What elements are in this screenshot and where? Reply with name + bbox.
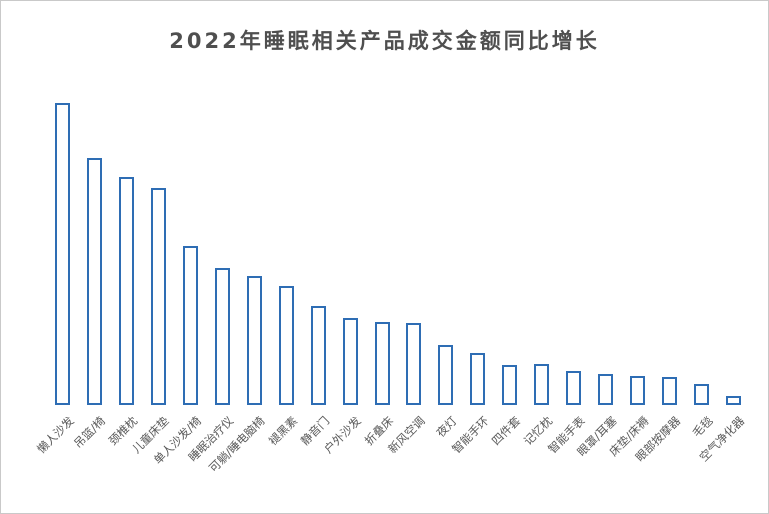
x-axis-label: 四件套: [489, 413, 524, 449]
bar: [566, 371, 582, 405]
bar: [502, 365, 518, 405]
x-axis-label: 懒人沙发: [33, 413, 77, 457]
bar: [246, 276, 262, 405]
bar: [310, 306, 326, 405]
bar: [118, 177, 134, 405]
bar: [278, 286, 294, 405]
bar: [406, 323, 422, 405]
bar: [725, 396, 741, 405]
bar: [55, 103, 70, 405]
bar: [662, 377, 677, 405]
bar: [182, 246, 198, 405]
bar: [214, 268, 230, 405]
chart-title: 2022年睡眠相关产品成交金额同比增长: [169, 29, 600, 53]
bar: [534, 364, 550, 405]
bar: [438, 345, 454, 405]
x-axis-label: 吊篮/椅: [71, 413, 109, 451]
bar: [87, 158, 102, 405]
bar: [630, 376, 646, 405]
bar: [598, 374, 614, 405]
bar: [374, 322, 390, 405]
bar: [342, 318, 358, 405]
bar: [150, 188, 166, 405]
bar: [470, 353, 486, 405]
bar: [694, 384, 709, 405]
x-axis-label: 褪黑素: [265, 413, 300, 449]
